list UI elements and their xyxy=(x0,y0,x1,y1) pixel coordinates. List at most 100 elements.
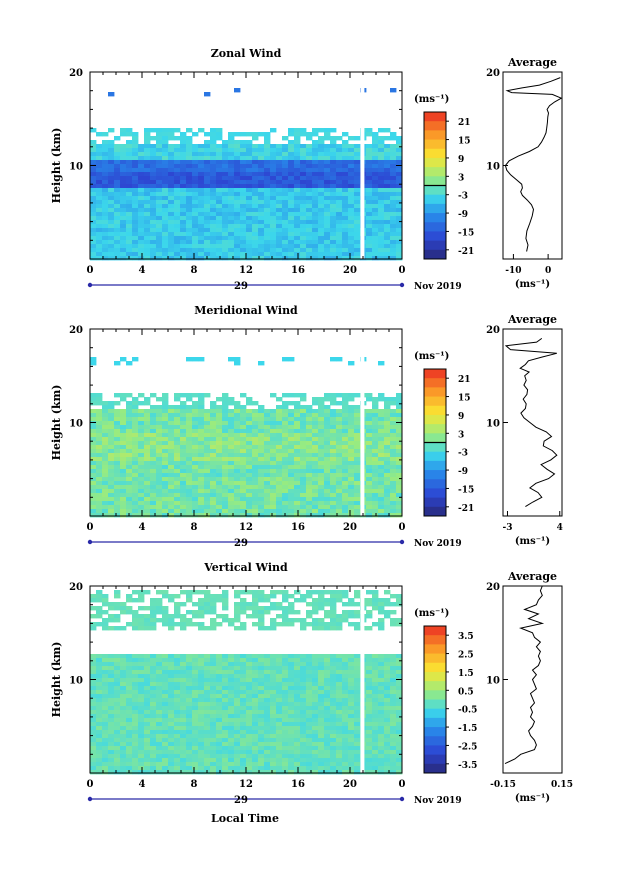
date-day: 29 xyxy=(234,538,248,549)
colorbar-unit: (ms⁻¹) xyxy=(414,351,449,362)
profile-x-tick-label: 4 xyxy=(557,523,563,533)
colorbar-tick-label: -3 xyxy=(458,449,468,459)
colorbar-bin xyxy=(424,626,446,636)
colorbar-bin xyxy=(424,396,446,407)
colorbar-bin xyxy=(424,414,446,425)
colorbar-bin xyxy=(424,424,446,434)
colorbar-bin xyxy=(424,203,446,214)
date-month: Nov 2019 xyxy=(414,282,462,292)
colorbar-frame xyxy=(423,625,447,774)
colorbar-tick-label: 3 xyxy=(458,173,464,183)
x-axis-label-local-time: Local Time xyxy=(211,812,279,825)
colorbar-tick-label: -2.5 xyxy=(458,742,477,752)
colorbar-bin xyxy=(424,222,446,232)
profile-x-tick-label: 0 xyxy=(545,266,551,276)
heatmap-field xyxy=(90,88,403,261)
profile-title: Average xyxy=(507,570,557,583)
x-tick-label: 20 xyxy=(343,779,357,790)
colorbar-bin xyxy=(424,681,446,691)
colorbar-bin xyxy=(424,167,446,177)
colorbar-bin xyxy=(424,240,446,251)
date-month: Nov 2019 xyxy=(414,539,462,549)
colorbar-tick-label: -0.5 xyxy=(458,706,477,716)
colorbar-tick-label: -15 xyxy=(458,485,474,495)
x-tick-label: 0 xyxy=(399,265,406,276)
profile-y-tick-label: 20 xyxy=(486,325,500,336)
colorbar-bin xyxy=(424,479,446,489)
profile-x-label: (ms⁻¹) xyxy=(515,279,550,290)
data-gap xyxy=(360,72,365,259)
colorbar-bin xyxy=(424,130,446,140)
x-tick-label: 0 xyxy=(399,779,406,790)
colorbar-bin xyxy=(424,708,446,719)
heatmap-field xyxy=(90,590,403,775)
colorbar-tick-label: -21 xyxy=(458,247,474,257)
colorbar-bin xyxy=(424,213,446,223)
x-tick-label: 20 xyxy=(343,522,357,533)
colorbar-bin xyxy=(424,671,446,682)
colorbar-bin xyxy=(424,644,446,654)
colorbar-tick-label: -15 xyxy=(458,228,474,238)
x-tick-label: 0 xyxy=(87,779,94,790)
date-day: 29 xyxy=(234,281,248,292)
colorbar-unit: (ms⁻¹) xyxy=(414,94,449,105)
colorbar-tick-label: 15 xyxy=(458,394,471,404)
profile-y-tick-label: 10 xyxy=(486,419,500,430)
panel-title: Zonal Wind xyxy=(211,47,282,60)
x-tick-label: 12 xyxy=(239,522,253,533)
colorbar-tick-label: 3.5 xyxy=(458,632,474,642)
profile-x-tick-label: -3 xyxy=(502,523,512,533)
colorbar-tick-label: -3 xyxy=(458,192,468,202)
colorbar-bin xyxy=(424,231,446,242)
colorbar-bin xyxy=(424,727,446,737)
colorbar-bin xyxy=(424,148,446,159)
colorbar-tick-label: 15 xyxy=(458,137,471,147)
x-tick-label: 16 xyxy=(291,265,305,276)
x-tick-label: 4 xyxy=(139,265,146,276)
profile-x-tick-label: -10 xyxy=(505,266,521,276)
colorbar-bin xyxy=(424,736,446,746)
profile-x-tick-label: 0.15 xyxy=(551,780,573,790)
profile-y-tick-label: 20 xyxy=(486,582,500,593)
colorbar-bin xyxy=(424,717,446,728)
profile-line xyxy=(504,77,563,252)
profile-y-tick-label: 10 xyxy=(486,676,500,687)
y-axis-label: Height (km) xyxy=(50,642,63,718)
colorbar-bin xyxy=(424,433,446,443)
colorbar-bin xyxy=(424,653,446,664)
data-gap xyxy=(360,586,365,773)
colorbar-tick-label: 21 xyxy=(458,375,471,385)
colorbar-tick-label: 9 xyxy=(458,155,464,165)
heatmap-field xyxy=(90,357,403,518)
colorbar-bin xyxy=(424,121,446,131)
y-tick-label: 10 xyxy=(69,676,83,687)
profile-x-label: (ms⁻¹) xyxy=(515,793,550,804)
y-tick-label: 20 xyxy=(69,582,83,593)
colorbar-bin xyxy=(424,470,446,480)
colorbar-bin xyxy=(424,763,446,774)
x-tick-label: 0 xyxy=(87,265,94,276)
colorbar-tick-label: -3.5 xyxy=(458,761,477,771)
colorbar-bin xyxy=(424,497,446,508)
x-tick-label: 16 xyxy=(291,779,305,790)
x-tick-label: 12 xyxy=(239,779,253,790)
colorbar-unit: (ms⁻¹) xyxy=(414,608,449,619)
colorbar-bin xyxy=(424,139,446,150)
y-tick-label: 20 xyxy=(69,325,83,336)
colorbar-tick-label: 3 xyxy=(458,430,464,440)
x-tick-label: 8 xyxy=(191,522,198,533)
colorbar-bin xyxy=(424,369,446,379)
colorbar-tick-label: 21 xyxy=(458,118,471,128)
profile-x-tick-label: -0.15 xyxy=(490,780,516,790)
colorbar-bin xyxy=(424,185,446,196)
y-tick-label: 20 xyxy=(69,68,83,79)
colorbar-bin xyxy=(424,635,446,645)
x-tick-label: 4 xyxy=(139,779,146,790)
panel-1: Meridional Wind 0 4 8 12 16 20 0 10 20 Height (km)… xyxy=(50,304,563,549)
x-tick-label: 8 xyxy=(191,265,198,276)
x-tick-label: 20 xyxy=(343,265,357,276)
data-gap xyxy=(360,329,365,516)
colorbar-bin xyxy=(424,378,446,388)
colorbar-tick-label: -9 xyxy=(458,210,468,220)
colorbar-bin xyxy=(424,176,446,186)
